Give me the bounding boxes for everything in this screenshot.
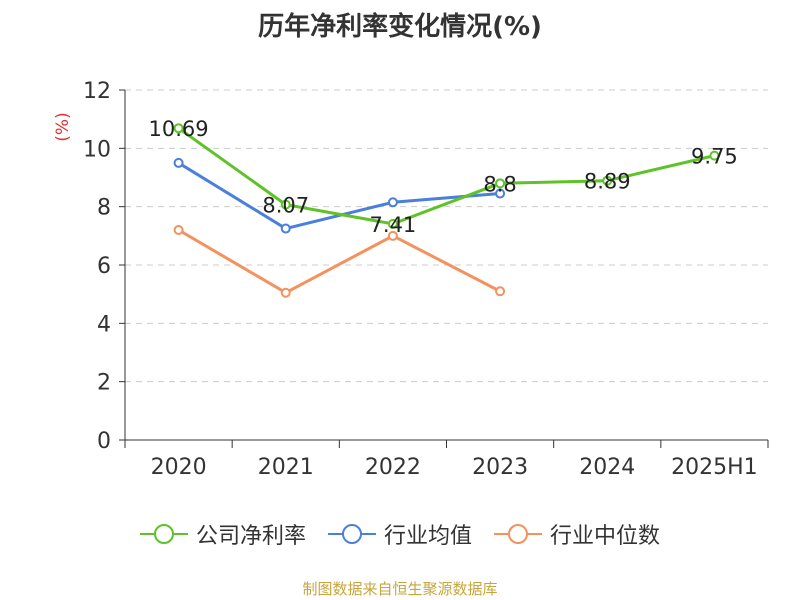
y-tick-label-4: 4	[97, 312, 111, 337]
point-0-2025H1	[709, 150, 720, 161]
legend-label-company: 公司净利率	[195, 524, 306, 549]
data-label-2021: 8.07	[262, 194, 309, 218]
point-2-2020	[173, 225, 184, 235]
chart-title: 历年净利率变化情况(%)	[258, 12, 542, 42]
grid-lines	[125, 89, 768, 383]
x-tick-label-2020: 2020	[151, 455, 207, 480]
data-label-2023: 8.8	[483, 172, 516, 196]
x-tick-label-2024: 2024	[579, 455, 635, 480]
legend-item-company[interactable]: 公司净利率	[139, 518, 306, 550]
legend-label-industry-avg: 行业均值	[383, 524, 472, 549]
point-0-2023	[495, 178, 506, 189]
y-tick-label-12: 12	[83, 79, 111, 104]
point-1-2023	[495, 188, 506, 199]
x-tick-label-2023: 2023	[472, 455, 528, 480]
point-0-2020	[173, 123, 184, 134]
point-1-2020	[173, 157, 184, 168]
legend: 公司净利率 行业均值 行业中位数	[0, 518, 800, 550]
point-1-2022	[387, 197, 398, 208]
point-2-2023	[495, 286, 506, 297]
point-2-2021	[280, 287, 291, 298]
y-tick-label-10: 10	[83, 137, 111, 162]
data-label-2025H1: 9.75	[691, 145, 738, 169]
y-axis-label: (%)	[53, 112, 73, 141]
y-tick-label-6: 6	[97, 254, 111, 279]
series	[173, 123, 720, 298]
x-tick-label-2022: 2022	[365, 455, 421, 480]
legend-label-industry-median: 行业中位数	[550, 524, 661, 549]
legend-item-industry-avg[interactable]: 行业均值	[327, 518, 472, 550]
data-label-2020: 10.69	[149, 117, 209, 141]
y-tick-label-2: 2	[97, 371, 111, 396]
series-2	[173, 225, 506, 298]
series-1	[173, 157, 506, 234]
axes: 0 2 4 6 8 10 12 2020 2021 2022 2023 2024 2025H1	[83, 79, 769, 480]
y-tick-label-8: 8	[97, 196, 111, 221]
legend-industry-median-marker	[494, 524, 542, 544]
data-label-2022: 7.41	[370, 213, 417, 237]
point-2-2022	[387, 230, 398, 241]
point-0-2021	[280, 199, 291, 210]
x-tick-label-2021: 2021	[258, 455, 314, 480]
y-tick-label-0: 0	[97, 429, 111, 454]
series-line-0	[177, 126, 715, 226]
series-line-1	[177, 161, 501, 231]
legend-company-marker	[139, 524, 188, 544]
legend-industry-avg-marker	[327, 524, 376, 544]
point-0-2022	[387, 218, 398, 229]
legend-item-industry-median[interactable]: 行业中位数	[494, 518, 660, 550]
x-tick-label-2025H1: 2025H1	[671, 455, 758, 480]
series-0	[173, 123, 720, 229]
point-0-2024	[602, 175, 613, 186]
source-note: 制图数据来自恒生聚源数据库	[302, 580, 498, 598]
point-1-2021	[280, 223, 291, 234]
data-labels: 10.69 8.07 7.41 8.8 8.89 9.75	[149, 117, 738, 237]
data-label-2024: 8.89	[584, 170, 631, 194]
series-line-2	[177, 228, 501, 295]
